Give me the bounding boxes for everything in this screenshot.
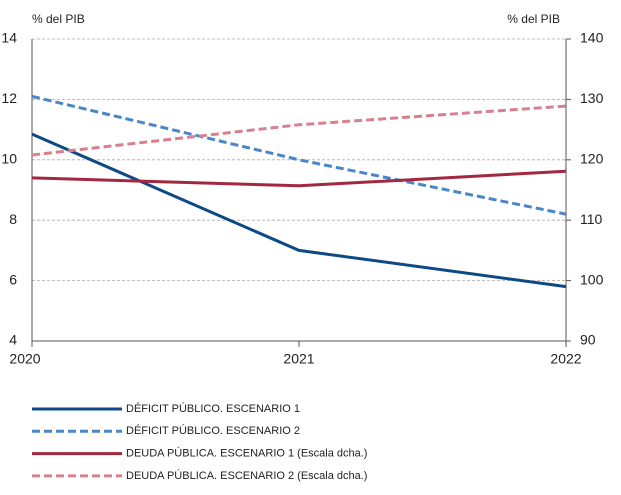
series-line	[31, 132, 567, 289]
y2-tick-label: 100	[580, 271, 604, 287]
y2-tick-label: 140	[580, 30, 604, 46]
y2-axis-label: % del PIB	[507, 12, 560, 26]
y-tick-label: 6	[9, 271, 17, 287]
y2-tick-label: 90	[580, 332, 596, 348]
legend-label: DÉFICIT PÚBLICO. ESCENARIO 1	[126, 402, 300, 415]
x-tick-label: 2020	[9, 351, 40, 367]
y2-tick-label: 110	[580, 211, 603, 227]
series-line	[31, 104, 567, 157]
x-tick-label: 2021	[283, 351, 314, 367]
y-axis-label: % del PIB	[32, 12, 85, 26]
series-line	[31, 169, 567, 188]
y-tick-label: 10	[1, 151, 17, 167]
x-tick-label: 2022	[550, 351, 581, 367]
y-tick-label: 12	[1, 90, 17, 106]
legend-label: DEUDA PÚBLICA. ESCENARIO 2 (Escala dcha.…	[126, 469, 367, 482]
y2-tick-label: 130	[580, 90, 604, 106]
series-line	[31, 94, 567, 216]
y-tick-label: 4	[9, 332, 17, 348]
legend-label: DEUDA PÚBLICA. ESCENARIO 1 (Escala dcha.…	[126, 447, 367, 460]
y-tick-label: 8	[9, 211, 17, 227]
y2-tick-label: 120	[580, 151, 604, 167]
y-tick-label: 14	[1, 30, 17, 46]
legend-label: DÉFICIT PÚBLICO. ESCENARIO 2	[126, 424, 300, 437]
